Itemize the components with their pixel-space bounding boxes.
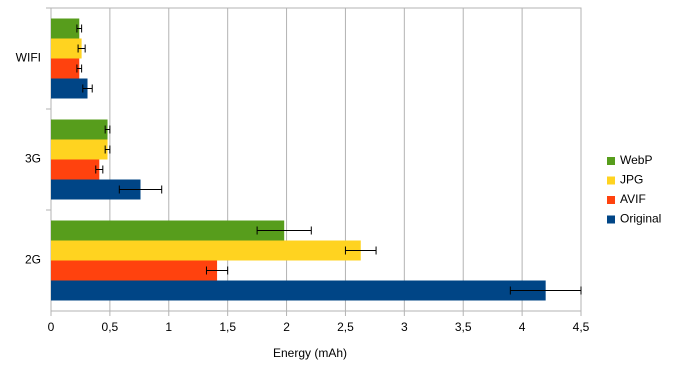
bar	[51, 139, 108, 160]
x-tick-label: 3	[401, 320, 408, 334]
bar	[51, 240, 361, 261]
bar	[51, 260, 218, 281]
error-bar	[256, 226, 312, 235]
error-bar	[77, 44, 86, 53]
x-tick-label: 0,5	[102, 320, 119, 334]
legend-swatch	[607, 215, 615, 224]
x-tick-label: 2	[283, 320, 290, 334]
error-bar	[76, 24, 83, 33]
bar	[51, 179, 141, 200]
legend-label: JPG	[620, 173, 643, 187]
bar	[51, 159, 100, 180]
bar	[51, 78, 88, 99]
bar	[51, 220, 285, 241]
error-bar	[95, 165, 104, 174]
x-tick-label: 3,5	[455, 320, 472, 334]
error-bar	[509, 286, 582, 295]
error-bar	[118, 185, 163, 194]
x-tick-label: 4,5	[573, 320, 590, 334]
error-bar	[104, 145, 111, 154]
x-tick-label: 1,5	[219, 320, 236, 334]
legend-label: WebP	[620, 153, 652, 167]
bar	[51, 38, 82, 59]
bar	[51, 18, 80, 39]
legend-label: Original	[620, 212, 661, 226]
bar	[51, 119, 108, 140]
error-bar	[82, 84, 93, 93]
x-tick-label: 2,5	[337, 320, 354, 334]
x-tick-label: 4	[519, 320, 526, 334]
error-bar	[76, 64, 83, 73]
x-tick-label: 1	[165, 320, 172, 334]
legend-swatch	[607, 157, 615, 165]
y-tick-label: 2G	[25, 253, 41, 267]
legend-swatch	[607, 176, 615, 185]
legend-swatch	[607, 196, 615, 204]
legend-label: AVIF	[620, 192, 646, 206]
x-tick-label: 0	[48, 320, 55, 334]
y-tick-label: 3G	[25, 152, 41, 166]
bar	[51, 58, 80, 79]
error-bar	[205, 266, 229, 275]
y-tick-label: WIFI	[16, 51, 41, 65]
bar	[51, 280, 546, 301]
x-axis-title: Energy (mAh)	[273, 346, 347, 360]
error-bar	[344, 246, 377, 255]
error-bar	[104, 125, 111, 134]
